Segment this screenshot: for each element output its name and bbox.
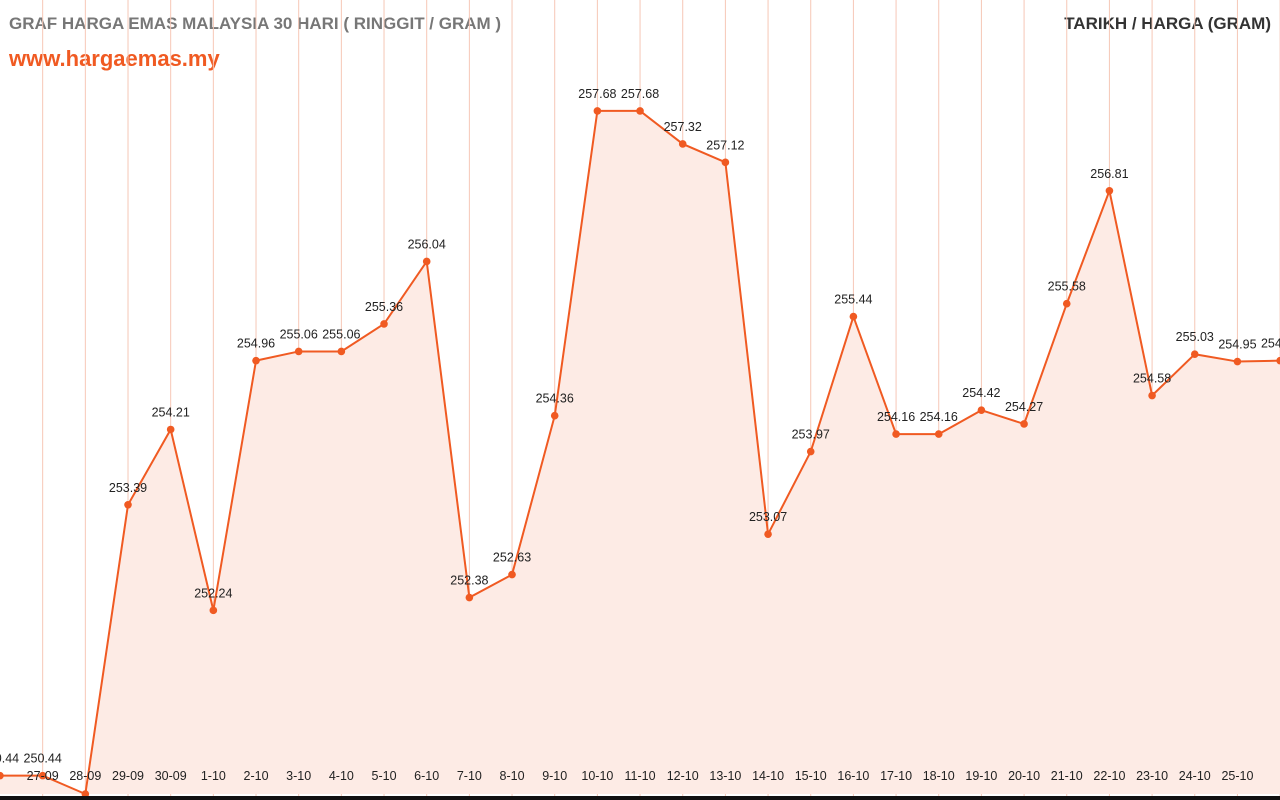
data-point xyxy=(678,140,687,148)
x-tick-label: 21-10 xyxy=(1051,769,1083,783)
bottom-border xyxy=(0,796,1280,800)
data-point xyxy=(934,430,943,438)
data-point xyxy=(1190,350,1199,359)
x-tick-label: 29-09 xyxy=(112,769,144,783)
data-point xyxy=(764,530,772,538)
data-label: 253.07 xyxy=(749,510,787,524)
data-label: 250.44 xyxy=(24,752,62,766)
x-tick-label: 23-10 xyxy=(1136,769,1168,783)
data-point xyxy=(1020,420,1028,428)
data-label: 252.24 xyxy=(194,586,232,600)
x-tick-label: 13-10 xyxy=(709,769,741,783)
x-tick-label: 20-10 xyxy=(1008,769,1040,783)
x-tick-label: 3-10 xyxy=(286,769,311,783)
x-tick-label: 17-10 xyxy=(880,769,912,783)
x-tick-label: 7-10 xyxy=(457,769,482,783)
data-label: 254.42 xyxy=(962,386,1000,400)
x-tick-label: 1-10 xyxy=(201,769,226,783)
x-tick-label: 10-10 xyxy=(581,769,613,783)
data-point xyxy=(380,320,388,328)
data-point xyxy=(1105,186,1114,195)
x-tick-label: 27-09 xyxy=(27,769,59,783)
data-label: 257.32 xyxy=(664,120,702,134)
data-label: 254.58 xyxy=(1133,372,1171,386)
data-label: 255.58 xyxy=(1048,280,1086,294)
x-tick-label: 5-10 xyxy=(372,769,397,783)
data-label: 253.39 xyxy=(109,481,147,495)
data-label: 254.16 xyxy=(877,410,915,424)
data-point xyxy=(892,430,900,438)
data-point xyxy=(294,347,303,356)
x-tick-label: 9-10 xyxy=(542,769,567,783)
x-tick-label: 4-10 xyxy=(329,769,354,783)
data-label: 254.16 xyxy=(920,410,958,424)
data-label: 254.96 xyxy=(1261,337,1280,351)
chart-legend: TARIKH / HARGA (GRAM) xyxy=(1064,14,1271,33)
data-point xyxy=(252,356,260,365)
data-point xyxy=(508,570,516,579)
data-point xyxy=(209,606,218,615)
data-point xyxy=(721,158,730,167)
data-label: 255.44 xyxy=(834,293,872,307)
x-tick-label: 28-09 xyxy=(69,769,101,783)
site-link[interactable]: www.hargaemas.my xyxy=(9,46,220,71)
x-tick-label: 15-10 xyxy=(795,769,827,783)
x-tick-label: 22-10 xyxy=(1093,769,1125,783)
data-label: 255.06 xyxy=(280,327,318,341)
data-label: 257.68 xyxy=(578,87,616,101)
x-tick-label: 16-10 xyxy=(837,769,869,783)
x-tick-label: 14-10 xyxy=(752,769,784,783)
data-point xyxy=(1276,356,1280,365)
data-point xyxy=(38,771,47,780)
x-tick-label: 18-10 xyxy=(923,769,955,783)
x-tick-label: 11-10 xyxy=(625,769,656,783)
data-label: 252.63 xyxy=(493,551,531,565)
data-point xyxy=(0,771,4,780)
data-point xyxy=(550,411,559,420)
data-label: 254.95 xyxy=(1218,338,1256,352)
data-point xyxy=(849,312,858,321)
data-point xyxy=(593,107,602,115)
x-tick-label: 25-10 xyxy=(1221,769,1253,783)
x-tick-label: 30-09 xyxy=(155,769,187,783)
x-tick-label: 19-10 xyxy=(965,769,997,783)
data-label: 255.03 xyxy=(1176,330,1214,344)
data-point xyxy=(1062,299,1071,308)
x-tick-label: 24-10 xyxy=(1179,769,1211,783)
x-tick-label: 12-10 xyxy=(667,769,699,783)
data-label: 255.36 xyxy=(365,300,403,314)
x-tick-label: 2-10 xyxy=(244,769,269,783)
data-label: 254.36 xyxy=(536,392,574,406)
data-point xyxy=(1148,391,1156,400)
x-tick-label: 8-10 xyxy=(500,769,525,783)
data-point xyxy=(636,107,644,115)
data-point xyxy=(166,425,175,434)
data-point xyxy=(1233,357,1242,366)
data-label: 254.27 xyxy=(1005,400,1043,414)
data-point xyxy=(124,500,132,509)
data-label: 254.96 xyxy=(237,337,275,351)
x-tick-label: 6-10 xyxy=(414,769,439,783)
data-label: 257.12 xyxy=(706,138,744,152)
chart-title: GRAF HARGA EMAS MALAYSIA 30 HARI ( RINGG… xyxy=(9,14,502,33)
data-label: 252.38 xyxy=(450,574,488,588)
data-label: 253.97 xyxy=(792,428,830,442)
data-label: 256.81 xyxy=(1090,167,1128,181)
data-label: 250.44 xyxy=(0,752,19,766)
data-point xyxy=(81,790,90,798)
data-label: 257.68 xyxy=(621,87,659,101)
data-point xyxy=(806,447,815,456)
data-label: 256.04 xyxy=(408,237,446,251)
data-point xyxy=(977,406,986,415)
data-label: 255.06 xyxy=(322,327,360,341)
data-point xyxy=(465,593,474,602)
data-point xyxy=(337,347,346,356)
series-area xyxy=(0,110,1280,794)
data-label: 254.21 xyxy=(152,405,190,419)
data-point xyxy=(422,257,431,266)
